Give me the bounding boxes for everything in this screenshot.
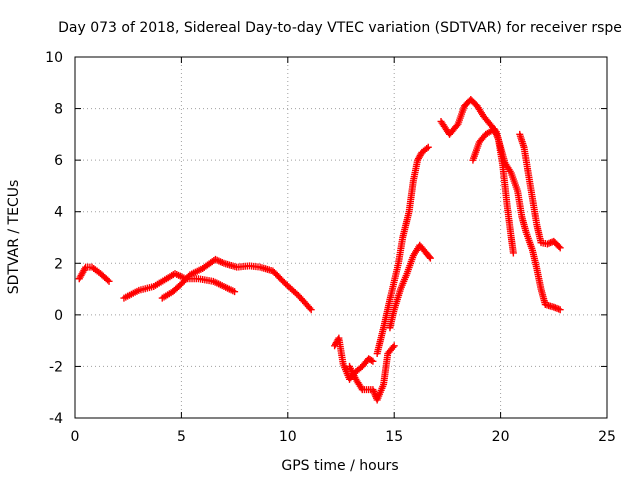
data-point (104, 276, 112, 284)
data-point (369, 357, 377, 365)
x-tick-label: 15 (385, 429, 403, 445)
series-seg7 (386, 241, 434, 332)
series-seg5 (346, 342, 398, 404)
series-seg6 (373, 143, 432, 358)
x-tick-label: 20 (492, 429, 510, 445)
grid (75, 57, 607, 418)
chart-title: Day 073 of 2018, Sidereal Day-to-day VTE… (58, 20, 622, 36)
data-point (390, 342, 398, 350)
data-point (307, 306, 315, 314)
series-seg3 (158, 255, 315, 314)
y-tick-label: -2 (49, 359, 63, 375)
data-point (556, 306, 564, 314)
series-seg9 (469, 125, 517, 257)
x-axis-label: GPS time / hours (281, 458, 398, 474)
y-tick-label: 8 (54, 102, 63, 118)
data-point (423, 145, 431, 153)
y-tick-label: -4 (49, 411, 63, 427)
data-marks (75, 96, 564, 404)
data-point (389, 343, 397, 351)
y-tick-label: 2 (54, 256, 63, 272)
series-seg8 (437, 96, 564, 314)
data-point (306, 304, 314, 312)
series-seg1 (75, 263, 113, 285)
x-tick-label: 25 (598, 429, 616, 445)
data-point (426, 254, 434, 262)
data-point (556, 244, 564, 252)
data-point (105, 277, 113, 285)
data-point (424, 143, 432, 151)
axis-ticks: 0 5 10 15 20 25 -4 -2 0 2 4 6 8 10 (45, 50, 616, 445)
data-point (368, 356, 376, 364)
data-point (425, 253, 433, 261)
x-tick-label: 0 (71, 429, 80, 445)
series-seg10 (516, 130, 564, 252)
x-tick-label: 10 (279, 429, 297, 445)
y-axis-label: SDTVAR / TECUs (6, 180, 22, 295)
y-tick-label: 4 (54, 205, 63, 221)
x-tick-label: 5 (177, 429, 186, 445)
data-point (555, 243, 563, 251)
y-tick-label: 10 (45, 50, 63, 66)
plot-frame (74, 56, 608, 419)
y-tick-label: 6 (54, 153, 63, 169)
data-point (509, 249, 517, 257)
data-point (231, 288, 239, 296)
y-tick-label: 0 (54, 308, 63, 324)
